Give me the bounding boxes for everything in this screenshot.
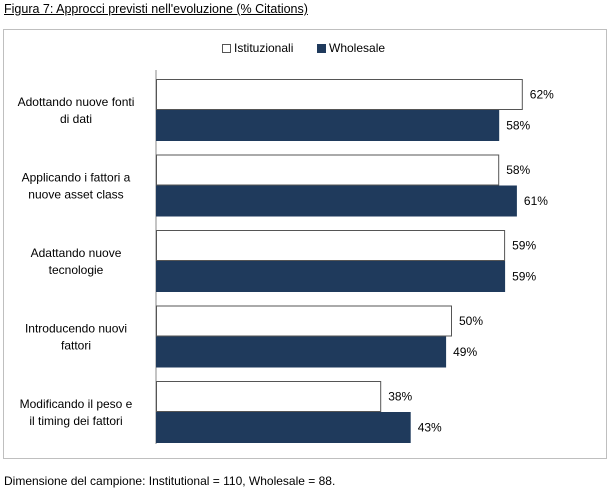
legend-label-wholesale: Wholesale (329, 41, 386, 55)
data-label-wholesale: 43% (418, 421, 442, 435)
data-label-istituzionali: 38% (388, 390, 412, 404)
sample-size-note: Dimensione del campione: Institutional =… (4, 474, 336, 488)
category-label-line: Adattando nuove (31, 246, 122, 260)
data-label-istituzionali: 62% (530, 88, 554, 102)
chart-frame (3, 29, 607, 459)
data-label-wholesale: 59% (512, 270, 536, 284)
category-label-line: Applicando i fattori a (22, 171, 131, 185)
category-label: Adottando nuove fonti di dati (18, 95, 135, 126)
legend-swatch-wholesale (317, 43, 326, 53)
bar-wholesale (156, 110, 500, 141)
data-label-wholesale: 58% (506, 119, 530, 133)
bar-istituzionali (156, 154, 500, 186)
category-label-line: il timing dei fattori (29, 414, 122, 428)
chart-legend: Istituzionali Wholesale (0, 41, 614, 57)
bar-istituzionali (156, 381, 382, 412)
legend-swatch-istituzionali (222, 43, 231, 53)
data-label-istituzionali: 50% (459, 314, 483, 328)
bar-istituzionali (156, 305, 452, 337)
data-label-istituzionali: 58% (506, 163, 530, 177)
legend-item-istituzionali: Istituzionali (222, 41, 293, 55)
bar-wholesale (156, 412, 411, 443)
category-label-line: fattori (61, 339, 91, 353)
category-label-line: tecnologie (49, 263, 104, 277)
category-label-line: di dati (60, 112, 92, 126)
bar-istituzionali (156, 230, 506, 261)
legend-label-istituzionali: Istituzionali (234, 41, 294, 55)
bar-wholesale (156, 185, 517, 217)
bar-istituzionali (156, 79, 523, 110)
category-label: Applicando i fattori a nuove asset class (22, 171, 131, 202)
category-label-line: Adottando nuove fonti (18, 95, 135, 109)
category-label: Modificando il peso e il timing dei fatto… (20, 397, 133, 428)
category-label: Adattando nuove tecnologie (31, 246, 122, 277)
figure-title: Figura 7: Approcci previsti nell'evoluzi… (4, 2, 308, 16)
category-label-line: Modificando il peso e (20, 397, 133, 411)
category-label: Introducendo nuovi fattori (25, 322, 127, 353)
legend-item-wholesale: Wholesale (317, 41, 385, 55)
data-label-wholesale: 61% (524, 194, 548, 208)
data-label-istituzionali: 59% (512, 239, 536, 253)
data-label-wholesale: 49% (453, 345, 477, 359)
bar-wholesale (156, 261, 506, 292)
category-label-line: Introducendo nuovi (25, 322, 127, 336)
bar-wholesale (156, 336, 447, 368)
category-label-line: nuove asset class (28, 188, 123, 202)
bar-chart: 62% 58% Adottando nuove fonti di dati 58% 61%… (18, 70, 554, 444)
